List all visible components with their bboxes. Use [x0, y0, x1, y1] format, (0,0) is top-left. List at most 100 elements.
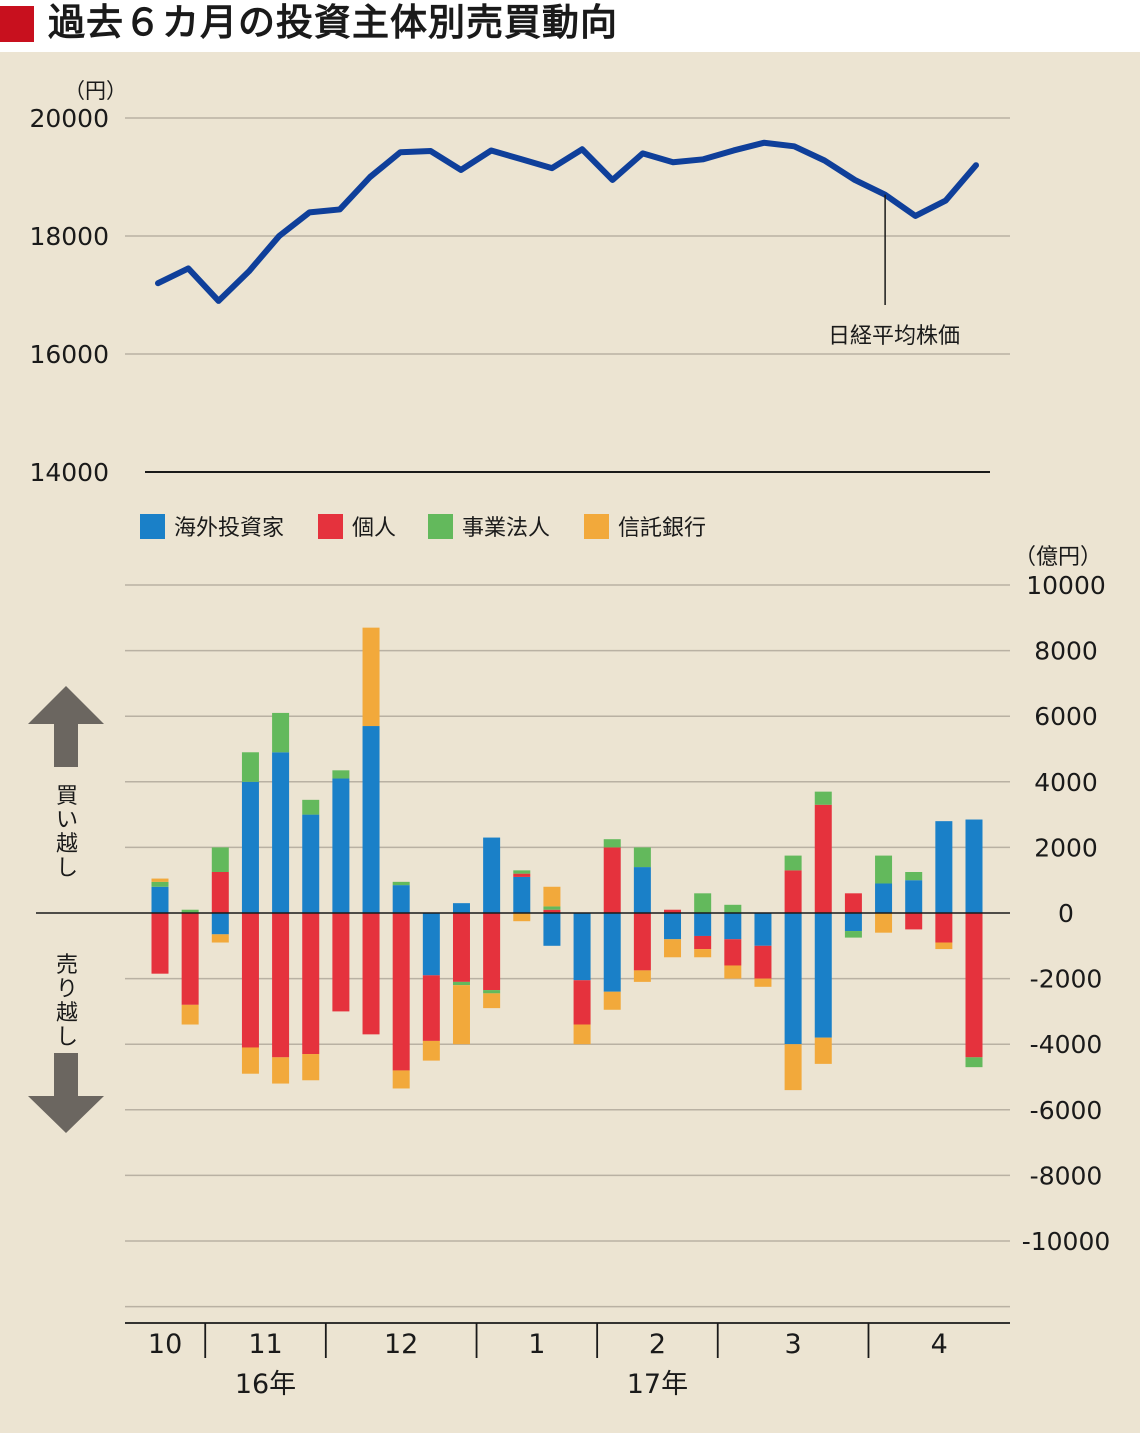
bar-segment: [241, 1047, 259, 1074]
bar-segment: [151, 913, 169, 974]
flows-bar-chart: （億円）10000 8000 6000 4000 2000 0 -2000 -4000 -600…: [28, 545, 1110, 1400]
bar-segment: [332, 778, 350, 913]
bar-segment: [302, 814, 320, 913]
bar-segment: [694, 949, 712, 958]
bar-segment: [211, 872, 229, 913]
bar-segment: [603, 913, 621, 992]
bar-segment: [814, 913, 832, 1038]
line-ytick-label: 18000: [29, 222, 109, 251]
bar-segment: [875, 913, 893, 933]
down-arrow-icon: [28, 1053, 104, 1133]
bar-segment: [633, 913, 651, 971]
bar-segment: [664, 913, 682, 940]
legend: 海外投資家 個人 事業法人 信託銀行: [140, 514, 706, 541]
line-ytick-label: 14000: [29, 458, 109, 487]
bar-segment: [362, 726, 380, 913]
month-label: 2: [649, 1329, 666, 1360]
bar-segment: [573, 913, 591, 981]
bar-segment: [784, 870, 802, 913]
bar-segment: [452, 903, 470, 913]
bar-segment: [754, 913, 772, 946]
bar-segment: [784, 1044, 802, 1091]
bar-segment: [573, 980, 591, 1025]
bar-segment: [181, 913, 199, 1005]
bar-segment: [151, 881, 169, 887]
year-label: 16年: [235, 1369, 296, 1400]
nikkei-line: [155, 139, 979, 304]
bar-segment: [422, 975, 440, 1041]
bar-segment: [211, 934, 229, 943]
chart-title: 過去６カ月の投資主体別売買動向: [48, 1, 618, 44]
buy-side-label: 買い越し: [56, 784, 78, 881]
panel-background: [0, 52, 1140, 1433]
bar-segment: [513, 913, 531, 922]
bar-segment: [965, 913, 983, 1058]
bar-segment: [905, 872, 923, 881]
bar-segment: [844, 893, 862, 913]
month-label: 10: [148, 1329, 182, 1360]
bar-segment: [211, 847, 229, 872]
bar-ytick-label: 4000: [1034, 768, 1098, 797]
bar-segment: [483, 993, 501, 1009]
chart-panel: 20000 18000 16000 14000 （円） 日経平均株価 海外投資家 個人 事業法…: [0, 52, 1140, 1433]
bar-segment: [543, 909, 561, 913]
bar-segment: [935, 913, 953, 943]
bar-segment: [935, 942, 953, 950]
bar-segment: [181, 909, 199, 913]
bar-segment: [784, 855, 802, 871]
bar-segment: [814, 791, 832, 805]
legend-swatch: [318, 514, 343, 539]
line-yunit-label: （円）: [64, 79, 127, 103]
sell-side-label: 売り越し: [56, 953, 78, 1050]
bar-ytick-label: -8000: [1030, 1161, 1103, 1190]
bar-segment: [543, 906, 561, 910]
bar-segment: [694, 893, 712, 913]
title-bar: 過去６カ月の投資主体別売買動向: [0, 0, 1140, 52]
bar-segment: [151, 886, 169, 913]
bar-segment: [543, 886, 561, 907]
legend-label: 個人: [352, 516, 396, 541]
bar-segment: [181, 1004, 199, 1025]
bar-segment: [965, 819, 983, 913]
bar-segment: [452, 913, 470, 982]
bar-ytick-label: 8000: [1034, 637, 1098, 666]
bar-ytick-label: -4000: [1030, 1030, 1103, 1059]
line-ytick-label: 20000: [29, 104, 109, 133]
bar-segment: [272, 913, 290, 1058]
bar-segment: [392, 881, 410, 886]
bar-segment: [844, 913, 862, 932]
bar-segment: [905, 913, 923, 930]
bar-segment: [603, 847, 621, 913]
bar-segment: [452, 981, 470, 986]
line-ytick-label: 16000: [29, 340, 109, 369]
bar-segment: [754, 945, 772, 979]
bar-segment: [302, 799, 320, 815]
bar-segment: [392, 913, 410, 1071]
bar-segment: [272, 1057, 290, 1084]
bar-segment: [633, 970, 651, 982]
bar-ytick-label: 2000: [1034, 833, 1098, 862]
month-label: 1: [528, 1329, 545, 1360]
bar-segment: [875, 855, 893, 884]
legend-swatch: [428, 514, 453, 539]
legend-label: 海外投資家: [174, 516, 284, 541]
bar-segment: [543, 913, 561, 946]
bar-segment: [211, 913, 229, 935]
bar-segment: [332, 770, 350, 779]
bar-segment: [332, 913, 350, 1012]
bar-segment: [875, 883, 893, 913]
bar-segment: [603, 991, 621, 1010]
bar-segment: [272, 752, 290, 913]
bar-ytick-label: 10000: [1026, 571, 1106, 600]
bar-segment: [603, 839, 621, 848]
bar-segment: [724, 965, 742, 979]
sell-side-label-text: 売り越し: [56, 953, 78, 1050]
bar-ytick-label: -2000: [1030, 965, 1103, 994]
legend-label: 事業法人: [462, 516, 550, 541]
bar-segment: [814, 1037, 832, 1064]
buy-side-label-text: 買い越し: [56, 784, 78, 881]
title-mark: [0, 6, 34, 42]
bar-segment: [241, 781, 259, 913]
bar-segment: [694, 913, 712, 936]
